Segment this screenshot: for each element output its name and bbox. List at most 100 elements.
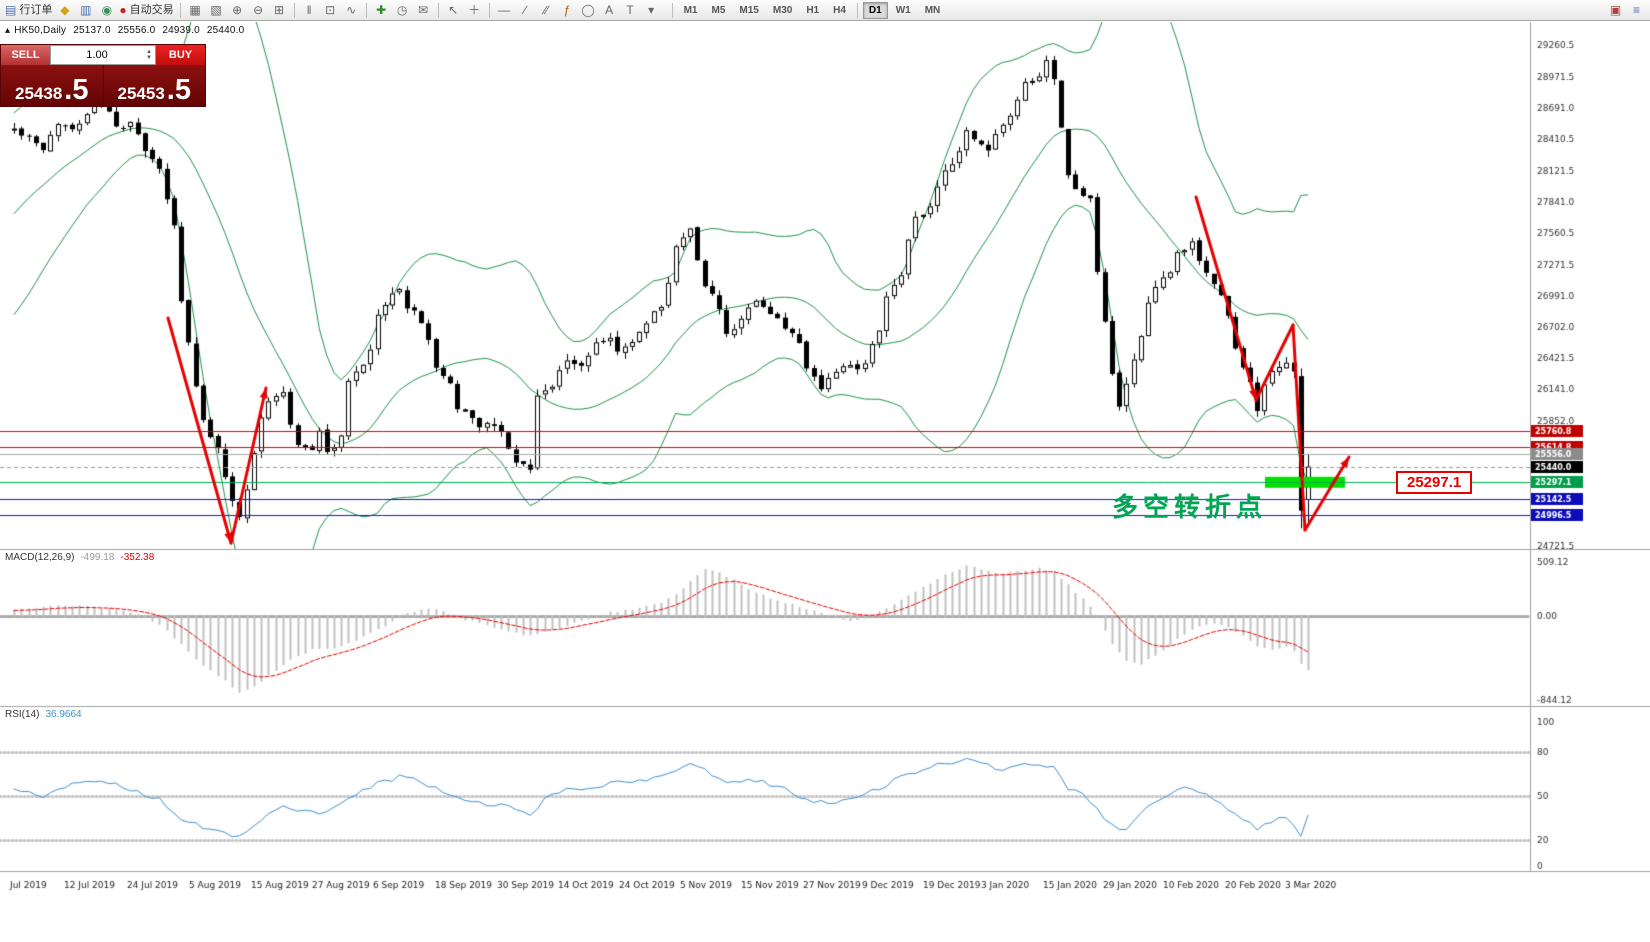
objects-more-icon-glyph: ▾ xyxy=(648,3,655,17)
volume-input[interactable] xyxy=(51,48,143,62)
timeframe-button-m5[interactable]: M5 xyxy=(711,4,726,16)
text-icon[interactable]: A xyxy=(599,2,620,19)
arrows-tool-icon[interactable]: T xyxy=(620,2,641,19)
volume-spinner: ▲ ▼ xyxy=(143,49,155,61)
toolbar-separator xyxy=(856,2,858,18)
hline-icon[interactable]: — xyxy=(494,2,515,19)
chart-shift-icon[interactable]: ▣ xyxy=(1609,3,1622,17)
volume-up-icon[interactable]: ▲ xyxy=(146,49,152,55)
channel-icon[interactable]: ∕∕ xyxy=(536,2,557,19)
timeframe-button-w1[interactable]: W1 xyxy=(895,4,911,16)
toolbar-separator xyxy=(437,2,439,18)
pivot-text-annotation[interactable]: 多空转折点 xyxy=(1112,492,1268,522)
chart-canvas[interactable] xyxy=(0,22,1650,895)
text-icon-glyph: A xyxy=(605,3,614,17)
ellipse-icon[interactable]: ◯ xyxy=(578,2,599,19)
one-click-trading-panel: SELL ▲ ▼ BUY 25438 .5 25453 .5 xyxy=(0,44,206,107)
menu-icon[interactable]: ≡ xyxy=(1632,3,1640,17)
candlestick-chart-icon[interactable]: ⊡ xyxy=(320,2,341,19)
data-window-icon[interactable]: ◉ xyxy=(96,2,117,19)
autotrade-button[interactable]: ● 自动交易 xyxy=(117,2,175,19)
timeframe-button-m30[interactable]: M30 xyxy=(772,4,793,16)
volume-box: ▲ ▼ xyxy=(50,45,156,65)
arrows-tool-icon-glyph: T xyxy=(626,3,634,17)
ohlc-close: 25440.0 xyxy=(206,25,245,36)
fibonacci-icon[interactable]: ƒ xyxy=(557,2,578,19)
fibonacci-icon-glyph: ƒ xyxy=(563,3,571,17)
symbol-name: HK50,Daily xyxy=(14,25,67,36)
one-click-toggle-icon[interactable]: ▴ xyxy=(5,25,11,36)
new-order-button-glyph: ▤ xyxy=(5,3,17,17)
volume-down-icon[interactable]: ▼ xyxy=(146,55,152,61)
timeframe-button-m1[interactable]: M1 xyxy=(683,4,698,16)
cursor-icon-glyph: ↖ xyxy=(448,3,459,17)
zoom-in-icon[interactable]: ⊕ xyxy=(227,2,248,19)
toolbar-groups: ▤ 行订单 ◆ ▥ ◉ ● 自动交易 ▦ ▧ ⊕ ⊖ ⊞ ‖ ⊡ ∿ ✚ ◷ ✉ ↖ ＋ — ∕ ∕∕ ƒ ◯ A T ▾ xyxy=(3,2,662,19)
ohlc-low: 24939.0 xyxy=(162,25,200,36)
ask-price-frac: .5 xyxy=(166,73,191,106)
crosshair-icon[interactable]: ＋ xyxy=(464,2,485,19)
crosshair-icon-glyph: ＋ xyxy=(468,3,481,17)
buy-button[interactable]: BUY xyxy=(156,45,205,65)
rsi-label: RSI(14) 36.9664 xyxy=(5,709,82,720)
macd-value-main: -499.18 xyxy=(80,552,115,563)
hline-icon-glyph: — xyxy=(498,3,511,17)
macd-value-signal: -352.38 xyxy=(120,552,155,563)
zoom-in-icon-glyph: ⊕ xyxy=(232,3,243,17)
cursor-icon[interactable]: ↖ xyxy=(443,2,464,19)
objects-more-icon[interactable]: ▾ xyxy=(641,2,662,19)
trendline-icon-glyph: ∕ xyxy=(524,3,527,17)
bar-chart-icon[interactable]: ‖ xyxy=(299,2,320,19)
timeframe-button-d1[interactable]: D1 xyxy=(862,1,888,19)
bar-chart-icon-glyph: ‖ xyxy=(306,3,312,17)
ellipse-icon-glyph: ◯ xyxy=(581,3,595,17)
symbols-icon[interactable]: ◆ xyxy=(54,2,75,19)
toolbar-separator xyxy=(365,2,367,18)
mail-icon[interactable]: ✉ xyxy=(413,2,434,19)
period-icon[interactable]: ◷ xyxy=(392,2,413,19)
autotrade-button-glyph: ● xyxy=(119,3,127,17)
candlestick-chart-icon-glyph: ⊡ xyxy=(325,3,336,17)
timeframe-toolbar: M1 M5 M15 M30 H1 H4 D1 W1 MN xyxy=(668,1,948,19)
tile-windows-icon[interactable]: ⊞ xyxy=(269,2,290,19)
ask-price[interactable]: 25453 .5 xyxy=(104,65,206,106)
new-order-button-label: 行订单 xyxy=(19,3,53,16)
market-watch-icon[interactable]: ▥ xyxy=(75,2,96,19)
macd-name: MACD(12,26,9) xyxy=(5,552,75,563)
tile-windows-icon-glyph: ⊞ xyxy=(274,3,285,17)
trendline-icon[interactable]: ∕ xyxy=(515,2,536,19)
timeframe-button-h1[interactable]: H1 xyxy=(806,4,820,16)
ask-price-int: 25453 xyxy=(117,84,165,103)
add-indicator-icon[interactable]: ✚ xyxy=(371,2,392,19)
market-watch-icon-glyph: ▥ xyxy=(80,3,92,17)
chart-ohlc-header: ▴ HK50,Daily 25137.0 25556.0 24939.0 2544… xyxy=(5,25,248,36)
timeframe-button-m15[interactable]: M15 xyxy=(739,4,759,16)
indicators-list-icon[interactable]: ▧ xyxy=(206,2,227,19)
toolbar-separator xyxy=(488,2,490,18)
new-chart-icon[interactable]: ▦ xyxy=(185,2,206,19)
ohlc-open: 25137.0 xyxy=(73,25,111,36)
period-icon-glyph: ◷ xyxy=(396,3,408,17)
bid-price[interactable]: 25438 .5 xyxy=(1,65,104,106)
toolbar-separator xyxy=(293,2,295,18)
autotrade-button-label: 自动交易 xyxy=(129,3,174,16)
zoom-out-icon[interactable]: ⊖ xyxy=(248,2,269,19)
timeframe-button-h4[interactable]: H4 xyxy=(833,4,846,16)
new-order-button[interactable]: ▤ 行订单 xyxy=(3,2,54,19)
pivot-price-label[interactable]: 25297.1 xyxy=(1396,471,1473,494)
timeframe-button-mn[interactable]: MN xyxy=(924,4,941,16)
new-chart-icon-glyph: ▦ xyxy=(189,3,201,17)
data-window-icon-glyph: ◉ xyxy=(101,3,113,17)
toolbar-separator xyxy=(671,2,673,18)
toolbar-separator xyxy=(179,2,181,18)
zoom-out-icon-glyph: ⊖ xyxy=(253,3,264,17)
rsi-value: 36.9664 xyxy=(45,709,82,720)
toolbar-right-icons: ▣ ≡ xyxy=(1605,2,1647,19)
toolbar: ▤ 行订单 ◆ ▥ ◉ ● 自动交易 ▦ ▧ ⊕ ⊖ ⊞ ‖ ⊡ ∿ ✚ ◷ ✉ ↖ ＋ — ∕ ∕∕ ƒ ◯ A T ▾ M1 M5 M… xyxy=(0,0,1650,21)
line-chart-icon-glyph: ∿ xyxy=(346,3,357,17)
sell-button[interactable]: SELL xyxy=(1,45,50,65)
line-chart-icon[interactable]: ∿ xyxy=(341,2,362,19)
indicators-list-icon-glyph: ▧ xyxy=(210,3,222,17)
macd-label: MACD(12,26,9) -499.18 -352.38 xyxy=(5,552,154,563)
